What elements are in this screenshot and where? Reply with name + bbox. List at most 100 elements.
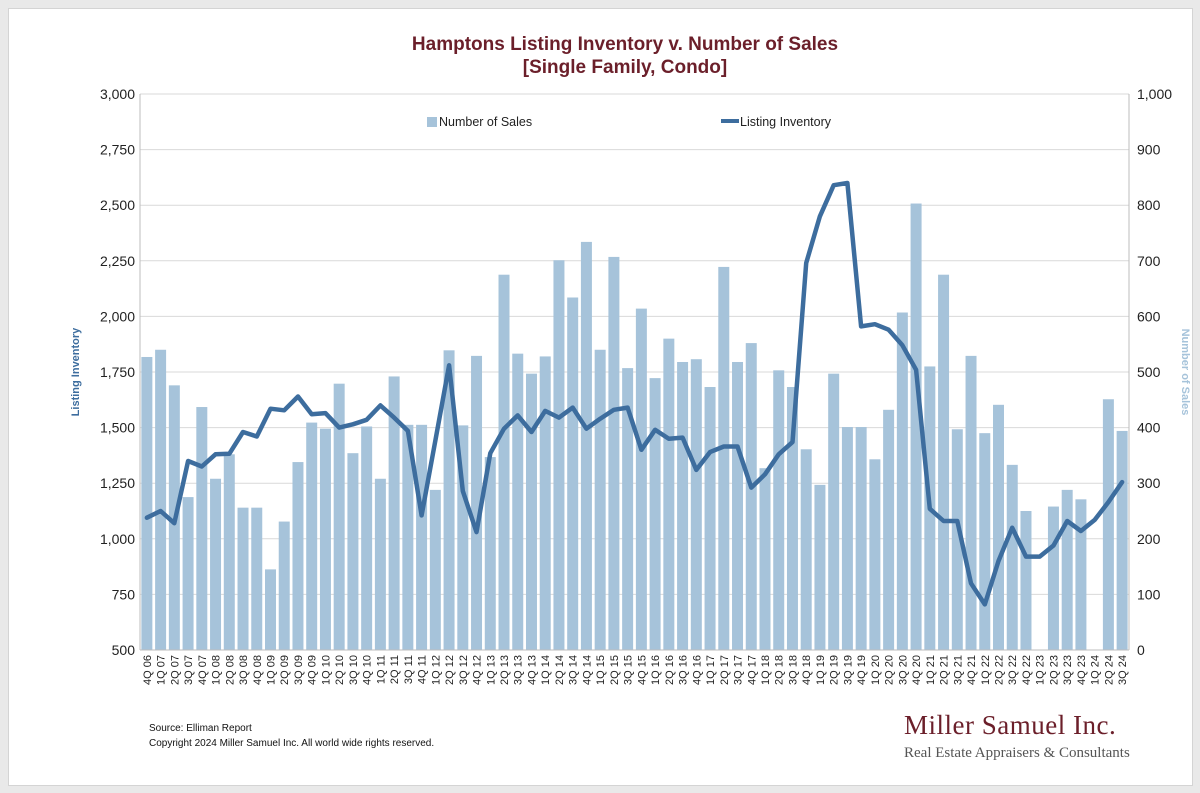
x-tick-label: 3Q 19 <box>842 655 854 685</box>
sales-bar <box>237 507 249 650</box>
chart-title-line-2: [Single Family, Condo] <box>523 57 727 78</box>
x-tick-label: 1Q 14 <box>540 655 552 685</box>
sales-bar <box>512 353 524 650</box>
y-left-tick-label: 1,750 <box>100 364 135 380</box>
legend-label-sales: Number of Sales <box>439 115 532 129</box>
x-tick-label: 2Q 19 <box>829 655 841 685</box>
sales-bar <box>402 424 414 650</box>
sales-bar <box>278 521 290 650</box>
sales-bar <box>855 427 867 650</box>
sales-bar <box>443 350 455 650</box>
x-tick-label: 4Q 13 <box>527 655 539 685</box>
sales-bar <box>347 453 359 650</box>
y-left-tick-label: 1,250 <box>100 475 135 491</box>
sales-bar <box>292 462 304 650</box>
sales-bar <box>525 373 537 650</box>
y-left-tick-label: 1,000 <box>100 531 135 547</box>
x-tick-label: 2Q 18 <box>774 655 786 685</box>
sales-bar <box>484 457 496 650</box>
sales-bar <box>773 370 785 650</box>
y-left-tick-label: 750 <box>112 586 136 602</box>
x-tick-label: 3Q 20 <box>897 655 909 685</box>
y-left-tick-label: 500 <box>112 642 136 658</box>
sales-bar <box>196 407 208 650</box>
x-tick-label: 3Q 14 <box>568 655 580 685</box>
sales-bar <box>938 274 950 650</box>
chart: Hamptons Listing Inventory v. Number of … <box>70 34 1191 761</box>
sales-bar <box>993 404 1005 650</box>
x-tick-label: 3Q 09 <box>293 655 305 685</box>
inventory-line <box>144 180 1125 607</box>
sales-bar <box>567 297 579 650</box>
sales-bar <box>704 387 716 650</box>
y-right-tick-label: 400 <box>1137 420 1161 436</box>
x-axis-ticks: 4Q 06 1Q 07 2Q 07 3Q 07 4Q 07 1Q 08 2Q 08 3Q 08… <box>142 655 1129 685</box>
sales-bar <box>910 203 922 651</box>
y-left-tick-label: 3,000 <box>100 86 135 102</box>
sales-bar <box>580 241 592 650</box>
x-tick-label: 2Q 10 <box>334 655 346 685</box>
sales-bars <box>141 203 1128 651</box>
x-tick-label: 2Q 14 <box>554 655 566 685</box>
x-tick-label: 3Q 21 <box>952 655 964 685</box>
x-tick-label: 2Q 09 <box>279 655 291 685</box>
left-axis-ticks: 500 750 1,000 1,250 1,500 1,750 2,000 2,250 2,50… <box>100 86 135 658</box>
x-tick-label: 1Q 17 <box>705 655 717 685</box>
x-tick-label: 1Q 16 <box>650 655 662 685</box>
x-tick-label: 3Q 18 <box>788 655 800 685</box>
x-tick-label: 2Q 11 <box>389 655 401 684</box>
x-tick-label: 2Q 12 <box>444 655 456 685</box>
x-tick-label: 2Q 08 <box>224 655 236 685</box>
x-tick-label: 1Q 24 <box>1090 655 1102 685</box>
x-tick-label: 2Q 13 <box>499 655 511 685</box>
x-tick-label: 4Q 20 <box>911 655 923 685</box>
x-tick-label: 1Q 07 <box>156 655 168 685</box>
x-tick-label: 1Q 12 <box>430 655 442 685</box>
sales-bar <box>759 468 771 650</box>
sales-bar <box>800 449 812 650</box>
sales-bar <box>416 424 428 650</box>
x-tick-label: 3Q 24 <box>1117 655 1129 685</box>
sales-bar <box>608 256 620 650</box>
sales-bar <box>1006 464 1018 650</box>
x-tick-label: 2Q 20 <box>884 655 896 685</box>
sales-bar <box>388 376 400 650</box>
y-right-axis-label: Number of Sales <box>1179 329 1191 416</box>
sales-bar <box>361 426 373 650</box>
sales-bar <box>1020 511 1032 650</box>
sales-bar <box>306 422 318 650</box>
sales-bar <box>594 349 606 650</box>
x-tick-label: 2Q 22 <box>994 655 1006 685</box>
sales-bar <box>182 497 194 650</box>
x-tick-label: 1Q 09 <box>266 655 278 685</box>
legend-swatch-sales <box>427 117 437 127</box>
x-tick-label: 4Q 11 <box>417 655 429 684</box>
x-tick-label: 1Q 10 <box>320 655 332 685</box>
x-tick-label: 2Q 15 <box>609 655 621 685</box>
x-tick-label: 4Q 09 <box>307 655 319 685</box>
brand-logo-name: Miller Samuel Inc. <box>904 710 1116 740</box>
sales-bar <box>1075 499 1087 650</box>
x-tick-label: 4Q 18 <box>801 655 813 685</box>
sales-bar <box>883 409 895 650</box>
x-tick-label: 1Q 19 <box>815 655 827 685</box>
x-tick-label: 3Q 13 <box>513 655 525 685</box>
y-right-tick-label: 800 <box>1137 197 1161 213</box>
sales-bar <box>264 569 276 650</box>
x-tick-label: 4Q 06 <box>142 655 154 685</box>
brand-logo-tagline: Real Estate Appraisers & Consultants <box>904 745 1130 761</box>
y-right-tick-label: 0 <box>1137 642 1145 658</box>
y-right-tick-label: 100 <box>1137 586 1161 602</box>
sales-bar <box>663 338 675 650</box>
x-tick-label: 4Q 21 <box>966 655 978 685</box>
x-tick-label: 1Q 18 <box>760 655 772 685</box>
sales-bar <box>498 274 510 650</box>
sales-bar <box>319 428 331 650</box>
x-tick-label: 2Q 24 <box>1103 655 1115 685</box>
sales-bar <box>979 433 991 650</box>
x-tick-label: 4Q 08 <box>252 655 264 685</box>
sales-bar <box>622 368 634 650</box>
sales-bar <box>1047 506 1059 650</box>
sales-bar <box>1102 399 1114 650</box>
x-tick-label: 1Q 22 <box>980 655 992 685</box>
